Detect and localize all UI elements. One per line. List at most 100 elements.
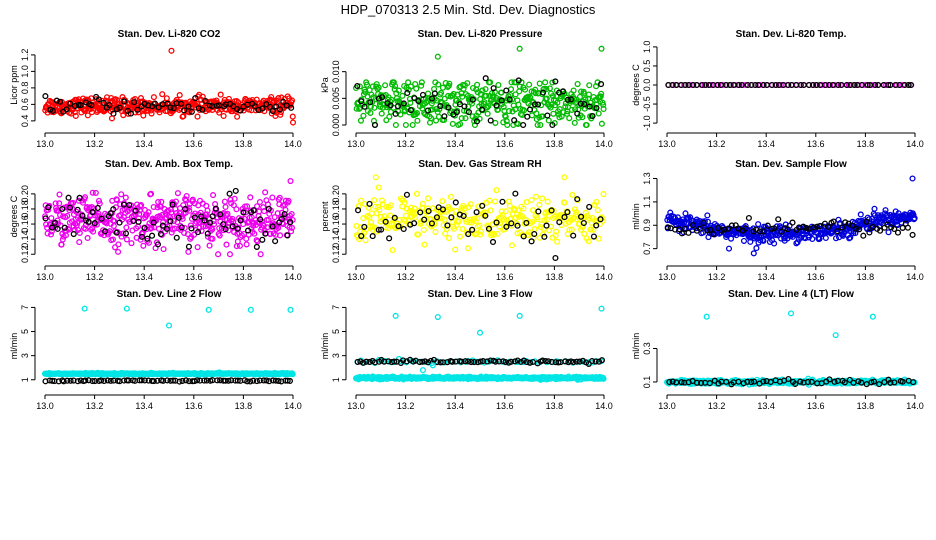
data-point <box>221 198 228 205</box>
data-point-secondary <box>574 196 581 203</box>
x-tick-label: 13.4 <box>446 272 464 282</box>
x-tick-label: 13.8 <box>235 139 253 149</box>
data-point-secondary <box>877 227 884 234</box>
data-point <box>539 195 546 202</box>
data-point <box>441 216 448 223</box>
data-point <box>194 113 201 120</box>
data-point-secondary <box>595 358 603 365</box>
data-point-secondary <box>367 99 374 106</box>
data-point-secondary <box>278 215 285 223</box>
data-point-secondary <box>379 94 386 101</box>
data-point-secondary <box>894 229 902 236</box>
outlier-point <box>434 53 441 60</box>
data-point-secondary <box>431 90 438 97</box>
data-point <box>474 215 481 222</box>
data-point <box>822 234 829 242</box>
data-point <box>490 230 498 237</box>
data-point-secondary <box>772 81 779 89</box>
data-point-secondary <box>548 207 555 214</box>
data-point-secondary <box>169 201 176 208</box>
data-point-secondary <box>122 230 130 237</box>
data-point <box>857 211 864 218</box>
data-point-secondary <box>465 109 472 116</box>
data-point-secondary <box>797 378 804 385</box>
data-point <box>511 207 518 214</box>
data-point-secondary <box>116 104 123 111</box>
data-point <box>57 212 64 219</box>
data-point <box>276 201 283 208</box>
data-point <box>382 82 389 89</box>
data-point <box>477 231 484 238</box>
data-point <box>506 108 513 115</box>
data-point <box>451 213 458 220</box>
data-point-secondary <box>669 81 676 89</box>
data-point-secondary <box>244 227 252 234</box>
outlier-point <box>429 362 436 369</box>
data-point-secondary <box>785 81 792 89</box>
x-tick-label: 13.8 <box>546 272 564 282</box>
data-point <box>250 222 257 229</box>
data-point-secondary <box>489 238 497 246</box>
x-tick-label: 13.0 <box>36 401 54 411</box>
data-point <box>479 87 486 94</box>
data-point <box>586 215 593 222</box>
data-point-secondary <box>576 358 583 365</box>
data-point-secondary <box>693 379 701 386</box>
data-point <box>553 228 560 235</box>
data-point-secondary <box>287 219 294 226</box>
data-point <box>543 216 551 223</box>
data-point <box>496 223 503 230</box>
data-point <box>217 91 224 98</box>
data-point <box>516 88 523 95</box>
y-tick-label: 0.0 <box>642 79 652 92</box>
outlier-point <box>419 367 427 374</box>
data-point-secondary <box>723 81 730 89</box>
data-point-secondary <box>792 380 799 388</box>
x-tick-label: 13.0 <box>658 272 676 282</box>
data-point <box>223 241 230 248</box>
panel-title: Stan. Dev. Li-820 Pressure <box>418 29 543 40</box>
data-point <box>113 197 120 204</box>
data-point-secondary <box>354 207 362 214</box>
y-tick-label: 1.2 <box>20 49 30 62</box>
data-point <box>140 112 147 119</box>
outlier-point <box>168 47 175 54</box>
y-axis-label: Licor ppm <box>9 65 19 105</box>
data-point-secondary <box>89 378 96 385</box>
data-point <box>109 236 116 243</box>
data-point <box>185 248 192 255</box>
data-point-secondary <box>892 81 899 89</box>
data-point <box>204 207 211 214</box>
data-point-secondary <box>789 219 796 226</box>
data-point-secondary <box>452 199 459 206</box>
x-tick-label: 13.6 <box>807 272 825 282</box>
data-point-secondary <box>444 222 451 229</box>
data-point-secondary <box>678 379 685 386</box>
x-tick-label: 14.0 <box>906 272 924 282</box>
outlier-point <box>909 175 916 182</box>
x-tick-label: 13.2 <box>86 139 104 149</box>
data-point-secondary <box>813 81 820 89</box>
data-point <box>519 213 526 220</box>
data-point <box>115 241 122 248</box>
data-point-secondary <box>135 218 142 225</box>
x-tick-label: 13.8 <box>235 401 253 411</box>
data-point <box>574 80 581 88</box>
data-point <box>363 81 371 88</box>
data-point-secondary <box>110 206 117 213</box>
data-point <box>547 104 554 111</box>
data-point-secondary <box>185 103 192 110</box>
data-point-secondary <box>531 230 538 238</box>
data-point <box>514 207 522 214</box>
outlier-point <box>372 174 379 181</box>
data-point <box>412 111 419 118</box>
data-point <box>498 89 505 96</box>
x-tick-label: 13.4 <box>757 401 775 411</box>
data-point-secondary <box>94 204 101 212</box>
data-point-secondary <box>696 225 703 232</box>
data-point-secondary <box>167 218 174 225</box>
data-point <box>504 121 511 129</box>
data-point-secondary <box>552 254 559 262</box>
data-point <box>742 81 749 89</box>
data-point <box>184 231 191 238</box>
